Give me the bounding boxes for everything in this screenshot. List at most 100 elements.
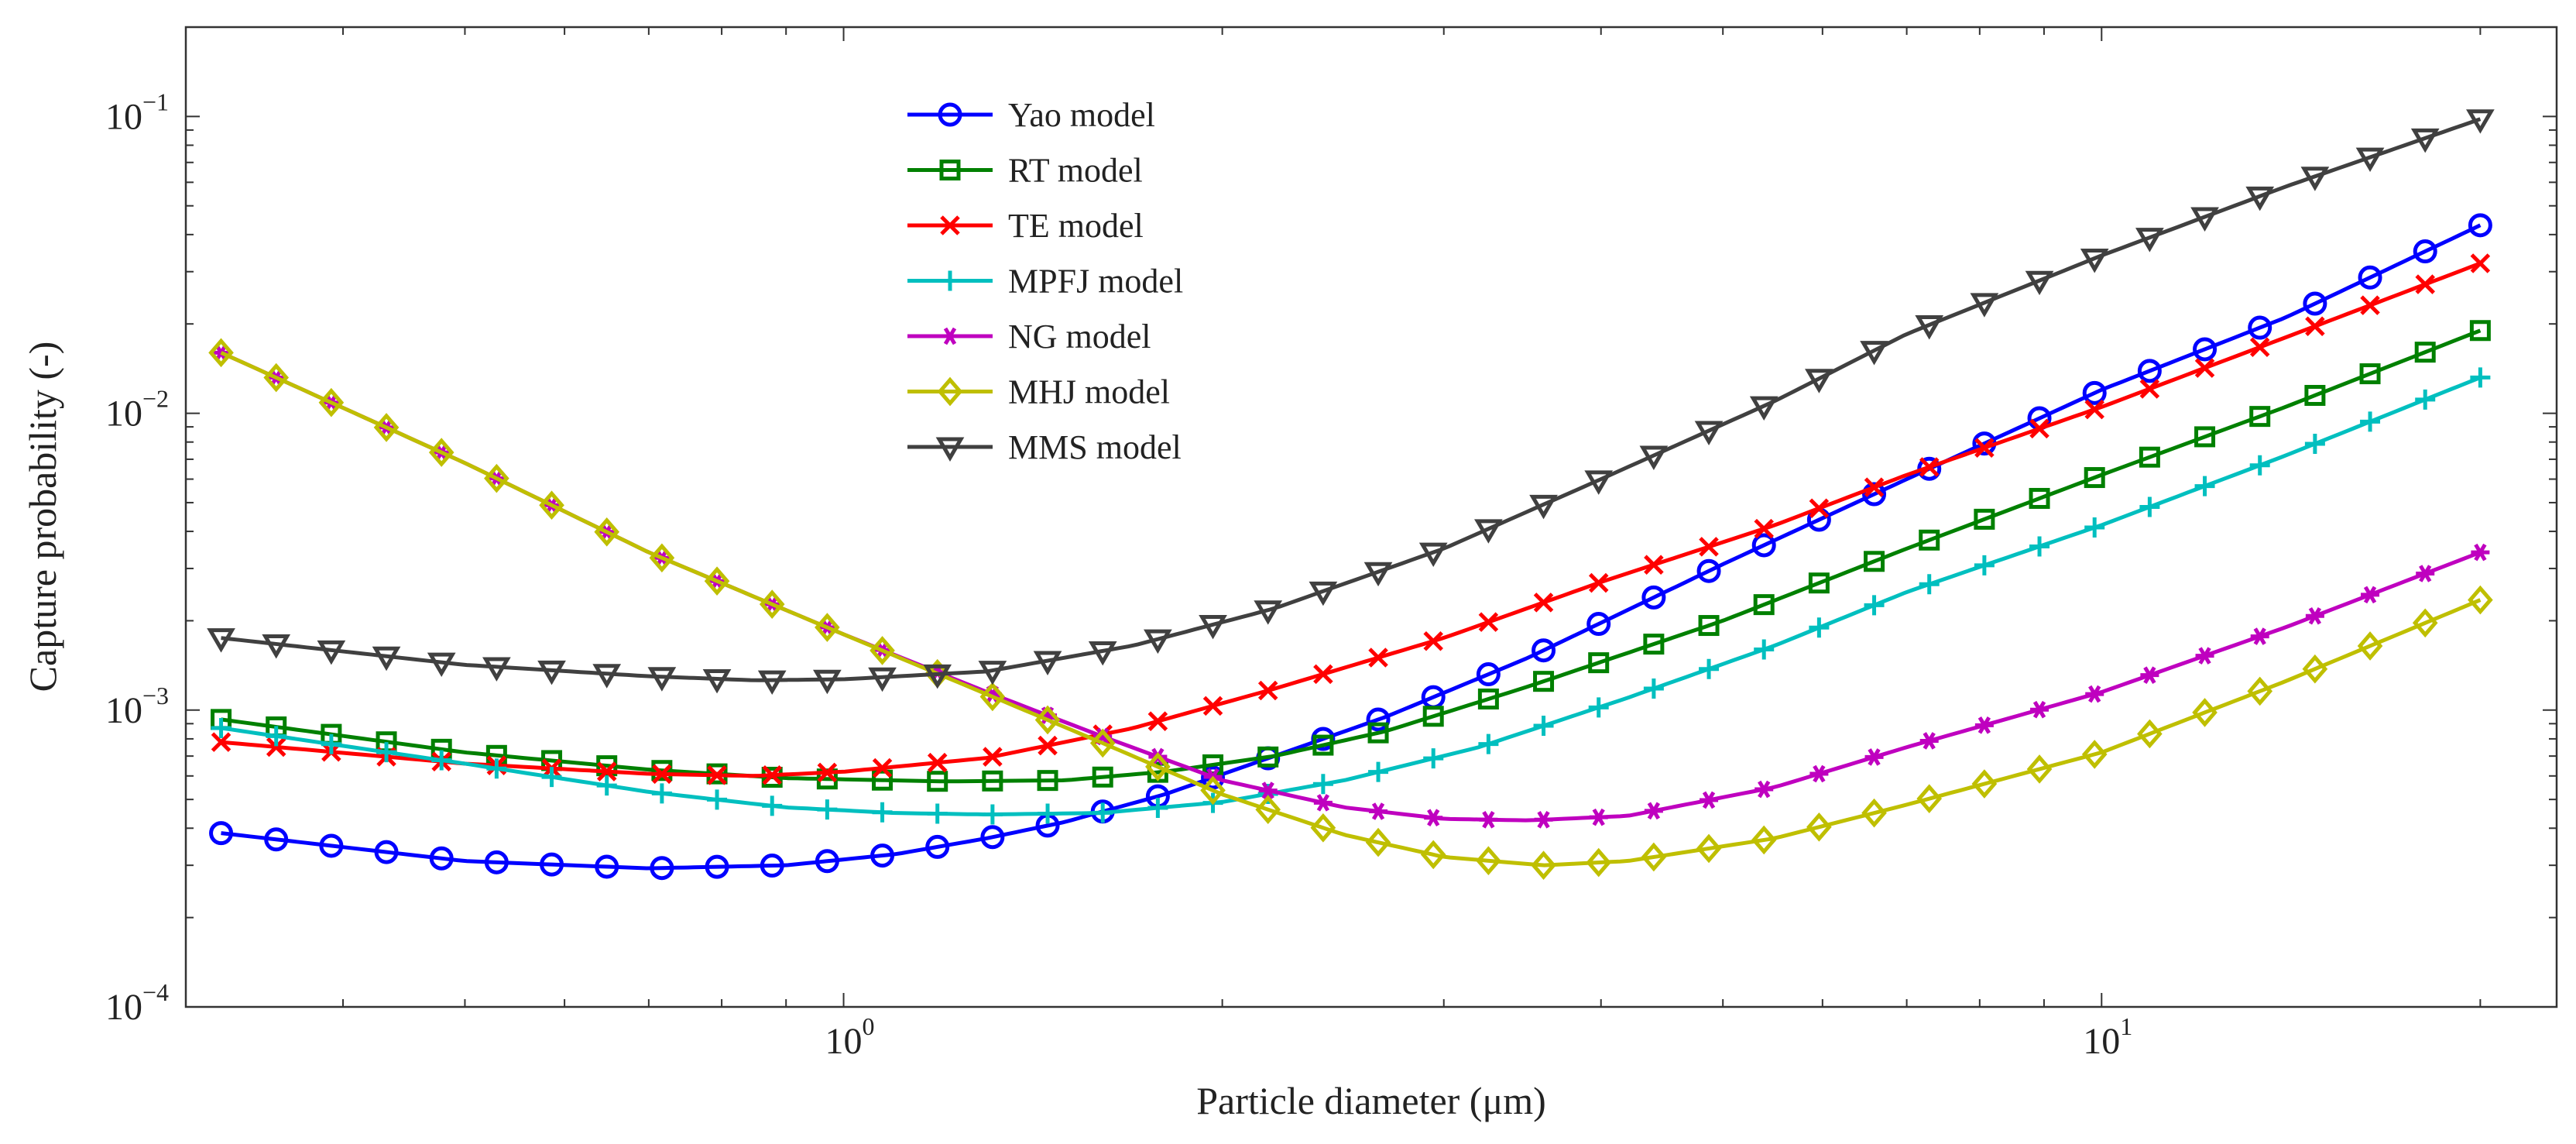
legend-marker — [941, 327, 959, 345]
tick-labels: 100 101 10−4 10−3 10−2 10−1 — [105, 88, 2132, 1062]
data-point — [1257, 746, 1279, 768]
data-point — [1589, 808, 1608, 826]
data-point — [1699, 658, 1720, 679]
data-point — [1915, 314, 1944, 340]
data-point — [2137, 359, 2162, 383]
data-point — [2357, 631, 2383, 661]
data-point — [2081, 740, 2108, 769]
legend-label: TE model — [1008, 207, 1144, 245]
data-point — [1476, 846, 1501, 876]
data-point — [321, 733, 341, 754]
data-point — [1751, 825, 1777, 855]
data-point — [1696, 833, 1722, 864]
data-point — [704, 566, 730, 596]
data-point — [2303, 291, 2327, 316]
data-point — [759, 589, 785, 619]
data-point — [1420, 840, 1446, 870]
data-point — [982, 804, 1003, 825]
data-point — [374, 840, 399, 864]
data-point — [1700, 791, 1719, 809]
data-point — [813, 669, 842, 695]
legend-label: MPFJ model — [1008, 263, 1183, 301]
data-point — [2194, 358, 2215, 378]
data-point — [1694, 421, 1724, 446]
data-point — [2360, 411, 2381, 432]
legend-label: MHJ model — [1008, 373, 1170, 411]
data-point — [923, 664, 952, 689]
data-point — [1479, 810, 1498, 829]
data-point — [1477, 688, 1499, 709]
data-point — [1864, 551, 1885, 572]
legend-marker — [940, 215, 960, 235]
data-point — [2026, 754, 2053, 784]
data-point — [1974, 508, 1995, 530]
data-point — [2466, 109, 2495, 134]
y-tick-label: 10−2 — [105, 385, 169, 435]
data-point — [2084, 399, 2104, 420]
data-point — [1639, 445, 1669, 470]
data-point — [1145, 752, 1171, 782]
data-point — [978, 661, 1007, 685]
data-point — [2192, 698, 2218, 727]
data-point — [1809, 764, 1829, 783]
data-point — [2412, 608, 2438, 638]
data-point — [1919, 732, 1939, 750]
legend-marker — [938, 102, 962, 127]
data-point — [815, 849, 839, 874]
data-point — [1754, 639, 1775, 660]
data-point — [486, 758, 507, 779]
data-point — [1534, 811, 1553, 829]
data-point — [2471, 543, 2490, 562]
y-tick-label: 10−3 — [105, 682, 169, 731]
data-point — [2029, 536, 2050, 557]
legend-item: MHJ model — [907, 373, 1170, 411]
data-point — [1312, 734, 1334, 756]
data-point — [2137, 719, 2163, 749]
data-point — [2080, 249, 2109, 273]
data-point — [1531, 850, 1556, 880]
data-point — [209, 821, 234, 846]
data-point — [1533, 716, 1554, 737]
data-point — [1478, 612, 1499, 632]
legend-label: RT model — [1008, 152, 1143, 190]
data-point — [596, 775, 617, 796]
data-point — [650, 856, 674, 881]
data-point — [211, 732, 232, 752]
data-point — [1089, 728, 1116, 758]
legend-marker — [939, 160, 961, 180]
data-point — [1418, 542, 1448, 568]
data-point — [1254, 600, 1283, 625]
data-point — [2030, 700, 2049, 719]
data-point — [1202, 696, 1223, 716]
data-point — [2249, 337, 2270, 357]
data-point — [596, 761, 617, 782]
data-point — [2470, 253, 2491, 273]
legend-label: MMS model — [1008, 428, 1182, 466]
data-point — [1643, 634, 1665, 655]
legend-label: Yao model — [1008, 96, 1155, 134]
data-point — [1588, 572, 1609, 593]
data-point — [539, 490, 564, 520]
data-point — [1809, 498, 1830, 519]
data-point — [1809, 617, 1830, 638]
data-point — [1474, 519, 1503, 544]
data-point — [1365, 827, 1391, 857]
data-point — [2248, 315, 2272, 340]
legend-item: MMS model — [907, 428, 1182, 466]
series-line — [221, 261, 2482, 778]
data-point — [1424, 809, 1443, 826]
data-point — [2139, 446, 2160, 468]
data-point — [2415, 389, 2436, 410]
data-point — [870, 636, 895, 665]
data-point — [2139, 379, 2160, 399]
data-point — [2249, 406, 2271, 428]
data-point — [1749, 396, 1779, 421]
data-point — [1313, 664, 1333, 685]
y-tick-label: 10−4 — [105, 978, 169, 1028]
data-point — [1696, 558, 1721, 583]
data-point — [1478, 733, 1499, 754]
data-point — [264, 827, 289, 852]
data-point — [2361, 586, 2380, 604]
legend-marker — [935, 437, 965, 462]
data-point — [1144, 629, 1172, 654]
